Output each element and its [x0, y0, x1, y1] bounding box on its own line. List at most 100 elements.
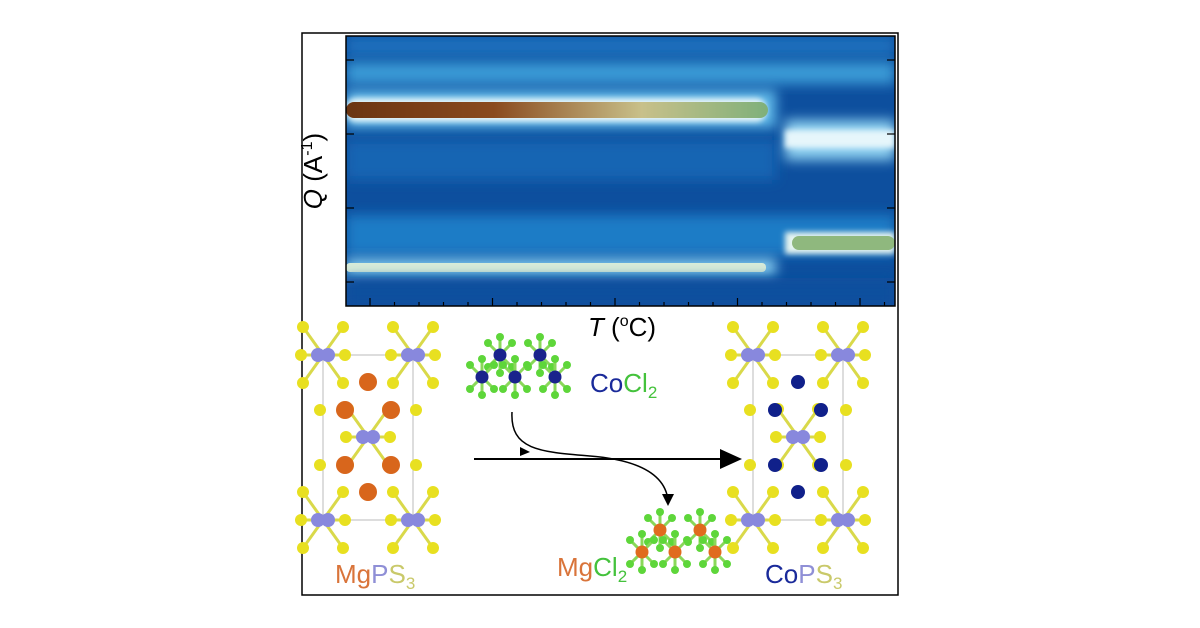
- chlorine: [696, 544, 704, 552]
- chlorine: [536, 369, 544, 377]
- sulfur: [770, 431, 782, 443]
- sulfur: [767, 542, 779, 554]
- phosphorus: [841, 348, 855, 362]
- sulfur: [859, 349, 871, 361]
- sulfur: [410, 459, 422, 471]
- x-label-degree: o: [620, 313, 629, 330]
- metal: [382, 401, 400, 419]
- el-cl: Cl: [593, 552, 618, 582]
- reagent-arrowhead: [520, 447, 530, 456]
- x-label-unit: C): [629, 312, 656, 342]
- chlorine: [723, 536, 731, 544]
- sulfur: [727, 486, 739, 498]
- el-s: S: [816, 559, 833, 589]
- sulfur: [725, 349, 737, 361]
- y-label-exponent: -1: [299, 141, 316, 155]
- phosphorus: [831, 348, 845, 362]
- chlorine: [511, 391, 519, 399]
- chlorine: [668, 514, 676, 522]
- chlorine: [650, 536, 658, 544]
- chlorine: [548, 339, 556, 347]
- sulfur: [859, 514, 871, 526]
- metal: [382, 456, 400, 474]
- phosphorus: [401, 513, 415, 527]
- sulfur: [429, 514, 441, 526]
- chlorine: [499, 385, 507, 393]
- sulfur: [337, 542, 349, 554]
- sulfur: [727, 377, 739, 389]
- sulfur: [427, 486, 439, 498]
- sulfur: [385, 349, 397, 361]
- chlorine: [499, 361, 507, 369]
- metal: [475, 370, 489, 384]
- plot-frame: [345, 35, 896, 307]
- sulfur: [429, 349, 441, 361]
- chlorine: [490, 385, 498, 393]
- chlorine: [626, 536, 634, 544]
- sulfur: [817, 321, 829, 333]
- sulfur: [295, 514, 307, 526]
- chlorine: [683, 536, 691, 544]
- sulfur: [337, 377, 349, 389]
- sulfur: [295, 349, 307, 361]
- chlorine: [696, 508, 704, 516]
- sulfur: [337, 486, 349, 498]
- chlorine: [644, 514, 652, 522]
- sulfur: [314, 404, 326, 416]
- chlorine: [638, 530, 646, 538]
- el-p: P: [371, 559, 388, 589]
- phosphorus: [321, 348, 335, 362]
- phosphorus: [786, 430, 800, 444]
- sulfur: [857, 321, 869, 333]
- el-mg: Mg: [557, 552, 593, 582]
- reaction-arrowhead: [720, 449, 742, 469]
- metal: [548, 370, 562, 384]
- axis-ticks: [346, 59, 895, 306]
- sulfur: [427, 377, 439, 389]
- sulfur: [767, 486, 779, 498]
- phosphorus: [751, 513, 765, 527]
- chlorine: [490, 361, 498, 369]
- chlorine: [551, 391, 559, 399]
- byproduct-arrowhead: [662, 494, 674, 506]
- el-co: Co: [765, 559, 798, 589]
- sulfur: [840, 404, 852, 416]
- chlorine: [508, 339, 516, 347]
- metal: [693, 523, 707, 537]
- unit-cell: [752, 354, 844, 521]
- chlorine: [723, 560, 731, 568]
- metal: [814, 458, 828, 472]
- metal: [359, 373, 377, 391]
- phosphorus: [311, 513, 325, 527]
- phosphorus: [411, 348, 425, 362]
- sulfur: [727, 542, 739, 554]
- sulfur: [857, 486, 869, 498]
- sulfur: [314, 459, 326, 471]
- phosphorus: [411, 513, 425, 527]
- sulfur: [427, 321, 439, 333]
- sub: 3: [406, 574, 415, 593]
- sulfur: [817, 542, 829, 554]
- metal: [508, 370, 522, 384]
- sulfur: [387, 321, 399, 333]
- sulfur: [815, 514, 827, 526]
- sulfur: [387, 542, 399, 554]
- metal: [768, 458, 782, 472]
- phosphorus: [831, 513, 845, 527]
- sulfur: [840, 459, 852, 471]
- chlorine: [711, 530, 719, 538]
- sulfur: [297, 321, 309, 333]
- metal: [533, 348, 547, 362]
- sulfur: [857, 542, 869, 554]
- y-axis-label: Q (A-1): [298, 133, 328, 209]
- chlorine: [551, 355, 559, 363]
- sulfur: [410, 404, 422, 416]
- sulfur: [387, 377, 399, 389]
- chlorine: [650, 560, 658, 568]
- el-p: P: [798, 559, 815, 589]
- chlorine: [711, 566, 719, 574]
- sulfur: [744, 459, 756, 471]
- sub: 2: [648, 383, 657, 402]
- phosphorus: [751, 348, 765, 362]
